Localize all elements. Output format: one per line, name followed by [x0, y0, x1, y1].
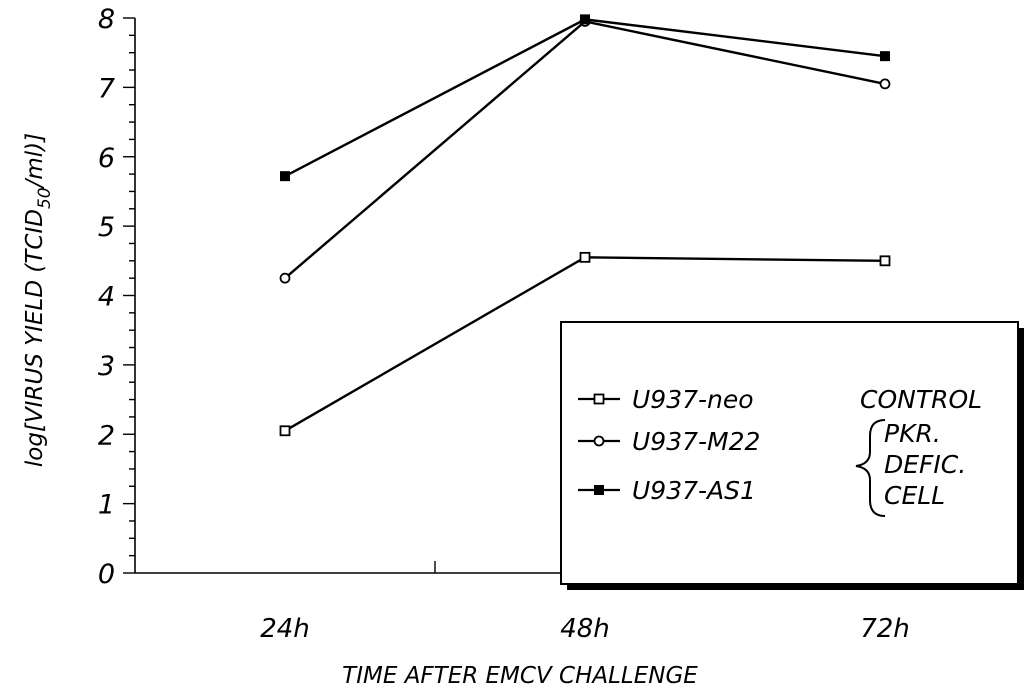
legend-group-deficient-1: PKR. — [884, 419, 941, 448]
y-tick-label: 5 — [98, 212, 115, 243]
y-tick-label: 7 — [98, 73, 115, 104]
legend-swatch-marker — [594, 485, 604, 495]
data-point — [281, 274, 290, 283]
legend-group-deficient-2: DEFIC. — [884, 450, 966, 479]
y-tick-label: 0 — [98, 559, 115, 590]
x-tick-label: 48h — [560, 614, 610, 644]
y-tick-label: 2 — [98, 420, 115, 451]
series-line — [285, 19, 885, 176]
y-tick-label: 4 — [98, 282, 115, 313]
data-point — [280, 171, 290, 181]
legend-label: U937-neo — [632, 385, 754, 414]
y-axis-title: log[VIRUS YIELD (TCID50/ml)] — [22, 133, 55, 467]
data-point — [881, 256, 890, 265]
data-point — [881, 79, 890, 88]
y-tick-label: 3 — [98, 351, 115, 382]
x-tick-label: 24h — [260, 614, 310, 644]
x-axis-title: TIME AFTER EMCV CHALLENGE — [342, 663, 698, 689]
x-tick-label: 72h — [860, 614, 910, 644]
legend-label: U937-M22 — [632, 427, 760, 456]
legend: U937-neo U937-M22 U937-AS1 CONTROL PKR. DE… — [561, 322, 1024, 590]
data-point — [281, 426, 290, 435]
legend-group-deficient-3: CELL — [884, 481, 945, 510]
data-point — [580, 14, 590, 24]
data-point — [581, 253, 590, 262]
series-1 — [281, 17, 890, 283]
legend-label: U937-AS1 — [632, 476, 756, 505]
y-axis-ticks: 0 1 2 3 4 5 6 7 8 — [98, 4, 135, 590]
legend-group-control: CONTROL — [860, 385, 982, 414]
legend-swatch-marker — [595, 437, 604, 446]
y-tick-label: 6 — [98, 143, 115, 174]
data-point — [880, 51, 890, 61]
y-tick-label: 8 — [98, 4, 115, 35]
y-tick-label: 1 — [98, 490, 115, 521]
series-line — [285, 21, 885, 278]
series-2 — [280, 14, 890, 181]
legend-swatch-marker — [595, 395, 604, 404]
